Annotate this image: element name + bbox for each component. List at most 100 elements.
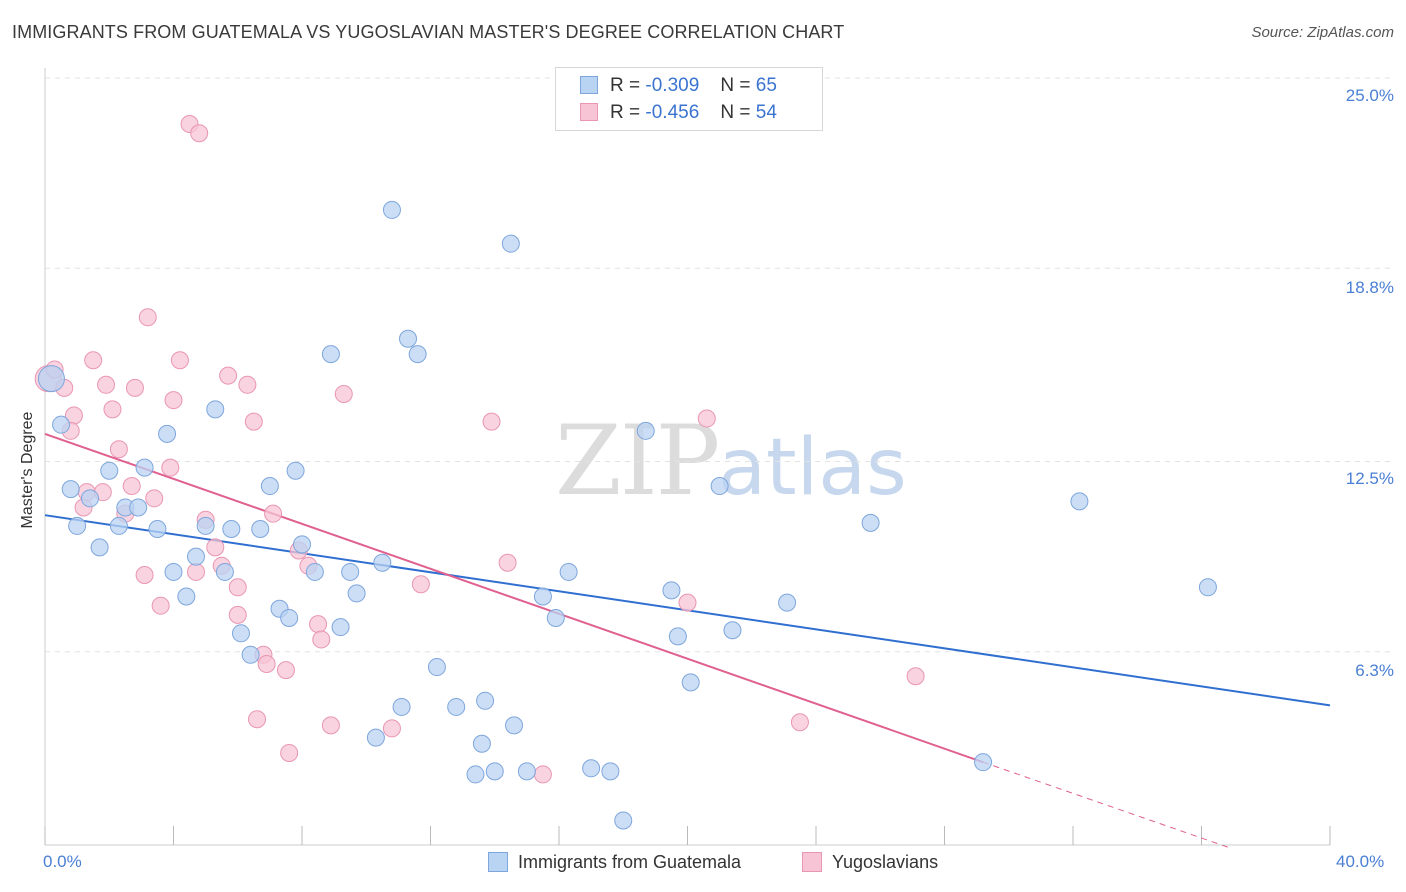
point-yugoslavians: [309, 615, 328, 634]
data-points: [34, 115, 1217, 830]
point-guatemala: [305, 562, 324, 581]
watermark: ZIPatlas: [555, 405, 907, 517]
point-yugoslavians: [206, 538, 225, 557]
point-guatemala: [392, 697, 411, 716]
y-tick-label: 25.0%: [1345, 86, 1394, 105]
point-guatemala: [129, 498, 148, 517]
point-guatemala: [206, 400, 225, 419]
point-guatemala: [135, 458, 154, 477]
point-guatemala: [447, 697, 466, 716]
watermark-atlas: atlas: [718, 423, 907, 513]
point-guatemala: [373, 553, 392, 572]
series-legend-guatemala: Immigrants from Guatemala: [488, 852, 741, 873]
point-guatemala: [517, 762, 536, 781]
legend-swatch: [802, 852, 822, 872]
point-guatemala: [37, 365, 65, 393]
point-guatemala: [158, 424, 177, 443]
legend-row-yugoslavians: R = -0.456 N = 54: [580, 102, 777, 126]
y-tick-label: 12.5%: [1345, 469, 1394, 488]
point-guatemala: [466, 765, 485, 784]
point-guatemala: [681, 673, 700, 692]
point-yugoslavians: [109, 440, 128, 459]
point-yugoslavians: [334, 385, 353, 404]
point-guatemala: [505, 716, 524, 735]
point-yugoslavians: [533, 765, 552, 784]
point-guatemala: [80, 489, 99, 508]
point-yugoslavians: [244, 412, 263, 431]
point-guatemala: [974, 753, 993, 772]
x-tick-label: 0.0%: [43, 852, 82, 871]
point-guatemala: [582, 759, 601, 778]
axes: [44, 68, 1331, 846]
legend-r-label: R =: [610, 102, 641, 123]
point-guatemala: [662, 581, 681, 600]
legend-row-guatemala: R = -0.309 N = 65: [580, 75, 777, 99]
point-guatemala: [215, 562, 234, 581]
point-guatemala: [196, 516, 215, 535]
point-yugoslavians: [498, 553, 517, 572]
point-guatemala: [366, 728, 385, 747]
point-guatemala: [710, 477, 729, 496]
y-tick-label: 6.3%: [1355, 661, 1394, 680]
point-yugoslavians: [276, 661, 295, 680]
point-guatemala: [399, 329, 418, 348]
point-yugoslavians: [164, 391, 183, 410]
y-tick-label: 18.8%: [1345, 278, 1394, 297]
point-guatemala: [177, 587, 196, 606]
series-name: Immigrants from Guatemala: [518, 852, 742, 872]
point-guatemala: [668, 627, 687, 646]
point-guatemala: [148, 519, 167, 538]
point-guatemala: [61, 480, 80, 499]
point-yugoslavians: [125, 378, 144, 397]
point-guatemala: [533, 587, 552, 606]
point-guatemala: [485, 762, 504, 781]
point-yugoslavians: [190, 124, 209, 143]
point-yugoslavians: [84, 351, 103, 370]
legend-r-label: R =: [610, 75, 641, 96]
point-yugoslavians: [411, 575, 430, 594]
point-guatemala: [427, 658, 446, 677]
point-guatemala: [260, 477, 279, 496]
point-guatemala: [293, 535, 311, 554]
point-yugoslavians: [312, 630, 331, 649]
point-yugoslavians: [151, 596, 170, 615]
legend-r-value: -0.309: [645, 75, 700, 96]
point-guatemala: [164, 562, 183, 581]
point-guatemala: [280, 608, 299, 627]
point-guatemala: [501, 234, 520, 253]
point-guatemala: [341, 562, 360, 581]
legend-r-value: -0.456: [645, 102, 700, 123]
point-guatemala: [601, 762, 620, 781]
point-yugoslavians: [482, 412, 501, 431]
point-yugoslavians: [170, 351, 189, 370]
point-yugoslavians: [219, 366, 238, 385]
point-yugoslavians: [161, 458, 180, 477]
point-yugoslavians: [697, 409, 716, 428]
legend-swatch: [580, 76, 598, 94]
point-yugoslavians: [103, 400, 122, 419]
point-guatemala: [100, 461, 119, 480]
point-guatemala: [723, 621, 742, 640]
y-axis-label: Master's Degree: [19, 411, 36, 529]
point-yugoslavians: [238, 375, 257, 394]
point-yugoslavians: [138, 308, 157, 327]
point-guatemala: [778, 593, 797, 612]
point-guatemala: [1198, 578, 1217, 597]
legend-swatch: [488, 852, 508, 872]
source-label: Source: ZipAtlas.com: [1251, 24, 1394, 41]
point-guatemala: [286, 461, 305, 480]
point-yugoslavians: [321, 716, 340, 735]
point-yugoslavians: [228, 578, 247, 597]
point-yugoslavians: [790, 713, 809, 732]
x-tick-label: 40.0%: [1336, 852, 1385, 871]
point-guatemala: [52, 415, 71, 434]
legend-n-value: 54: [755, 102, 777, 123]
point-guatemala: [68, 516, 87, 535]
trend-line-yugoslavians-extension: [982, 761, 1231, 849]
point-yugoslavians: [122, 477, 141, 496]
point-guatemala: [472, 734, 491, 753]
legend-n-label: N =: [720, 75, 751, 96]
point-guatemala: [186, 547, 205, 566]
point-guatemala: [476, 691, 495, 710]
point-guatemala: [1070, 492, 1089, 511]
